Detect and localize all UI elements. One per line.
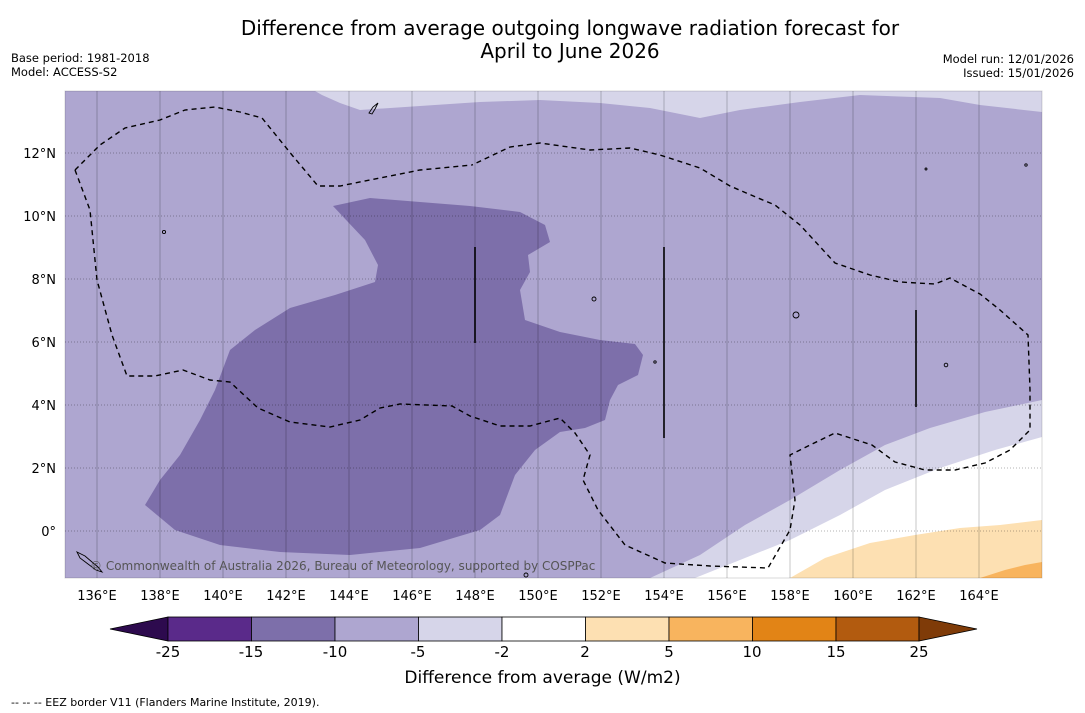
island-ne [1024,163,1028,167]
island-eastsmall [943,362,949,368]
lat-gridlines [65,152,1042,532]
eez-lines [474,247,917,438]
lon-tick-146: 146°E [392,589,432,604]
island-north [368,102,379,115]
island-sw [75,550,104,573]
eez-border-west [74,106,473,187]
colorbar-label-neg5: -5 [410,643,426,661]
model-run-label: Model run: 12/01/2026 [942,52,1074,66]
map-title-line1: Difference from average outgoing longwav… [240,16,900,40]
island-ne2 [924,167,928,171]
lon-tick-142: 142°E [266,589,306,604]
colorbar-bin-3 [334,616,419,642]
lon-tick-154: 154°E [644,589,684,604]
lon-tick-148: 148°E [455,589,495,604]
colorbar-bin-9 [835,616,920,642]
colorbar [109,616,978,642]
field-band-lightlavender-north [315,91,1042,118]
lon-tick-160: 160°E [833,589,873,604]
map-frame [64,90,1043,579]
colorbar-bin-1 [167,616,252,642]
map-title-line2: April to June 2026 [480,39,660,63]
colorbar-label-25: 25 [909,643,929,661]
colorbar-over-arrow [918,616,978,642]
model-label: Model: ACCESS-S2 [11,65,118,79]
colorbar-bin-6 [585,616,670,642]
island-east [792,311,800,319]
gridlines [96,91,980,578]
map-field [65,91,1042,578]
lon-tick-156: 156°E [707,589,747,604]
colorbar-label-neg15: -15 [238,643,264,661]
island-w [161,229,167,235]
field-band-light-orange [790,520,1042,578]
lon-tick-138: 138°E [140,589,180,604]
colorbar-bin-4 [418,616,503,642]
lon-tick-150: 150°E [518,589,558,604]
lat-tick-2n: 2°N [32,462,57,477]
colorbar-label-neg2: -2 [494,643,510,661]
lat-tick-8n: 8°N [32,273,57,288]
eez-footnote: -- -- -- EEZ border V11 (Flanders Marine… [11,696,320,709]
colorbar-label-2: 2 [580,643,590,661]
eez-borders [74,106,1031,569]
islands [75,102,1028,578]
colorbar-label-5: 5 [664,643,674,661]
lat-tick-6n: 6°N [32,336,57,351]
colorbar-label-neg10: -10 [322,643,348,661]
island-se [653,360,657,364]
field-band-medium-purple [145,198,643,555]
issued-label: Issued: 15/01/2026 [963,66,1074,80]
lat-tick-0: 0° [41,525,56,540]
colorbar-bin-2 [251,616,336,642]
lon-tick-152: 152°E [581,589,621,604]
lat-tick-12n: 12°N [23,147,56,162]
colorbar-bin-7 [668,616,753,642]
colorbar-under-arrow [109,616,169,642]
colorbar-label-15: 15 [826,643,846,661]
base-period-label: Base period: 1981-2018 [11,51,150,65]
lon-tick-136: 136°E [77,589,117,604]
lat-tick-labels: 12°N 10°N 8°N 6°N 4°N 2°N 0° [23,147,56,540]
colorbar-label-neg25: -25 [155,643,181,661]
colorbar-label-10: 10 [742,643,762,661]
lon-tick-164: 164°E [959,589,999,604]
lat-tick-4n: 4°N [32,399,57,414]
lon-tick-158: 158°E [770,589,810,604]
field-band-orange [980,562,1042,578]
island-mid [591,296,597,302]
lon-tick-162: 162°E [896,589,936,604]
colorbar-bin-8 [752,616,837,642]
colorbar-title: Difference from average (W/m2) [404,668,681,688]
lat-tick-10n: 10°N [23,210,56,225]
map-copyright: © Commonwealth of Australia 2026, Bureau… [90,559,595,573]
lon-tick-144: 144°E [329,589,369,604]
lon-tick-140: 140°E [203,589,243,604]
colorbar-bin-5 [501,616,586,642]
island-s [523,572,529,578]
lon-tick-labels: 136°E 138°E 140°E 142°E 144°E 146°E 148°… [77,589,999,604]
